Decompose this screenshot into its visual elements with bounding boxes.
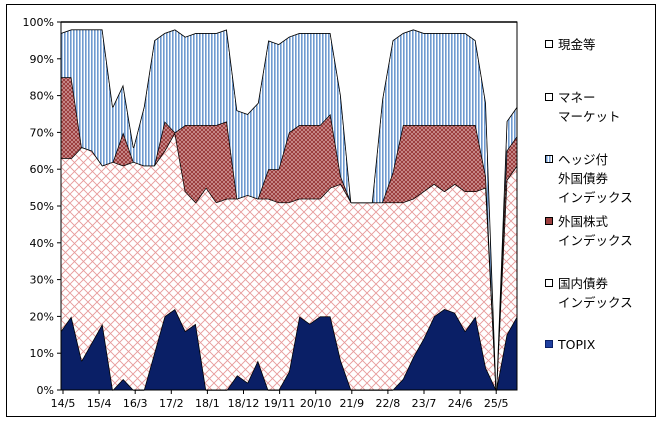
legend-swatch (545, 155, 553, 163)
x-tick-label: 21/9 (339, 397, 364, 410)
legend-label: マネー マーケット (558, 90, 621, 124)
legend-item: 現金等 (545, 35, 663, 54)
x-tick-label: 14/5 (51, 397, 76, 410)
legend-swatch (545, 340, 553, 348)
x-tick-label: 18/1 (195, 397, 220, 410)
legend-item: マネー マーケット (545, 88, 663, 126)
series-areas (60, 21, 518, 391)
x-tick-label: 15/4 (87, 397, 112, 410)
x-tick-label: 19/11 (264, 397, 296, 410)
y-tick-label: 40% (30, 237, 54, 250)
y-tick-label: 10% (30, 347, 54, 360)
y-tick-label: 0% (37, 384, 54, 397)
legend-swatch (545, 93, 553, 101)
legend-label: ヘッジ付 外国債券 インデックス (558, 152, 633, 205)
y-tick-label: 30% (30, 274, 54, 287)
y-tick-label: 20% (30, 310, 54, 323)
legend-item: 国内債券 インデックス (545, 274, 663, 312)
y-tick-label: 80% (30, 90, 54, 103)
x-tick-label: 22/8 (376, 397, 401, 410)
legend-swatch (545, 217, 553, 225)
axes: 0% 10% 20% 30% 40% 50% 60% 70% 80% 90% 100% 14/5 15/… (23, 16, 518, 410)
legend-label: 現金等 (558, 37, 596, 52)
chart-frame: 0% 10% 20% 30% 40% 50% 60% 70% 80% 90% 100% 14/5 15/… (6, 4, 656, 417)
series-area-5 (61, 22, 517, 390)
legend-swatch (545, 40, 553, 48)
x-tick-label: 17/2 (159, 397, 184, 410)
legend-item: TOPIX (545, 335, 663, 354)
legend: 現金等マネー マーケットヘッジ付 外国債券 インデックス外国株式 インデックス国… (545, 35, 663, 354)
x-tick-label: 20/10 (300, 397, 332, 410)
x-tick-label: 25/5 (484, 397, 509, 410)
chart-plot: 0% 10% 20% 30% 40% 50% 60% 70% 80% 90% 100% 14/5 15/… (23, 16, 518, 410)
legend-item: 外国株式 インデックス (545, 212, 663, 250)
legend-item: ヘッジ付 外国債券 インデックス (545, 150, 663, 207)
y-tick-label: 50% (30, 200, 54, 213)
x-tick-label: 23/7 (412, 397, 437, 410)
series-area-3 (61, 29, 517, 391)
legend-label: TOPIX (558, 337, 596, 352)
y-tick-label: 90% (30, 53, 54, 66)
y-tick-label: 60% (30, 163, 54, 176)
x-tick-label: 16/3 (123, 397, 148, 410)
x-tick-label: 18/12 (228, 397, 260, 410)
legend-label: 国内債券 インデックス (558, 276, 633, 310)
y-tick-label: 70% (30, 126, 54, 139)
legend-label: 外国株式 インデックス (558, 214, 633, 248)
series-area-0 (61, 309, 517, 390)
series-area-2 (61, 77, 517, 390)
series-area-1 (61, 132, 517, 390)
y-tick-label: 100% (23, 16, 54, 29)
legend-swatch (545, 279, 553, 287)
x-tick-label: 24/6 (448, 397, 473, 410)
